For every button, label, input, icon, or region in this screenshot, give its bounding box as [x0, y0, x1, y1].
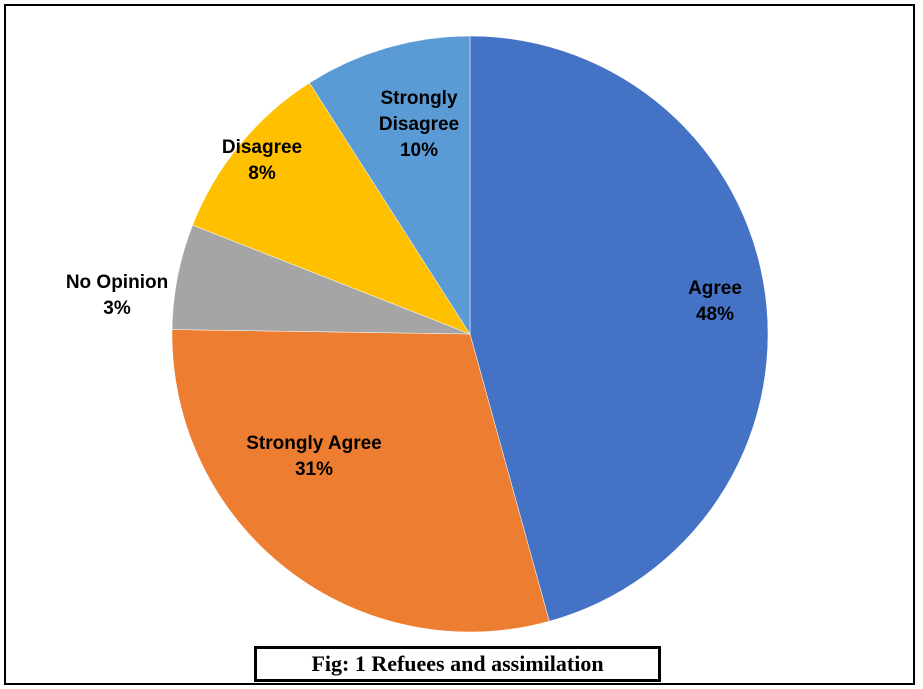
pie-slice-strongly-disagree	[309, 35, 471, 335]
pie-slice-agree	[469, 35, 769, 622]
pie-label-agree: Agree 48%	[688, 278, 742, 325]
pie-labels: Agree 48% Strongly Agree 31% No Opinion 3% Dis…	[66, 88, 742, 480]
figure-caption: Fig: 1 Refuees and assimilation	[254, 646, 661, 682]
pie-slice-disagree	[192, 82, 471, 335]
pie-slice-strongly-agree	[171, 329, 550, 633]
pie-label-no-opinion: No Opinion 3%	[66, 272, 168, 319]
pie-slices	[171, 35, 769, 633]
pie-label-strongly-agree: Strongly Agree 31%	[246, 433, 382, 480]
pie-label-disagree: Disagree 8%	[222, 137, 302, 184]
pie-label-strongly-disagree: Strongly Disagree 10%	[379, 88, 459, 161]
